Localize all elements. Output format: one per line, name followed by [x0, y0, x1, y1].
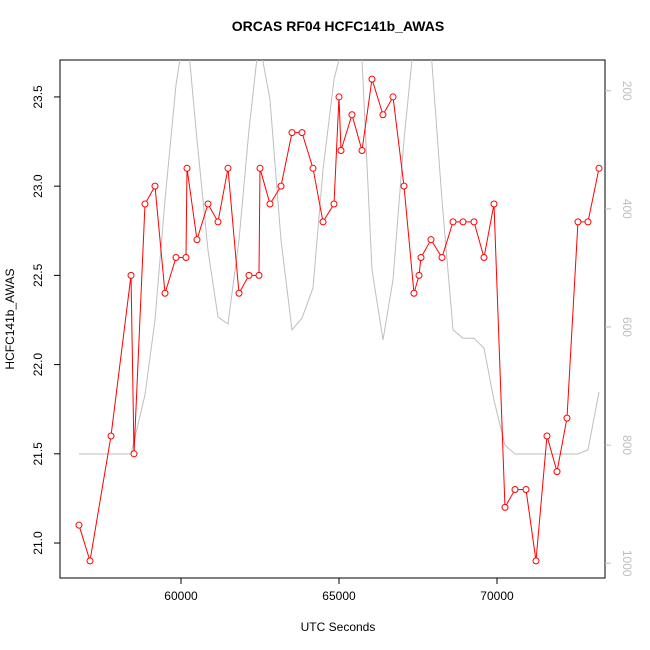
data-point	[214, 218, 222, 226]
data-point	[172, 254, 180, 262]
y-tick-label: 23.5	[31, 85, 45, 109]
data-point	[182, 254, 190, 262]
data-point	[584, 218, 592, 226]
x-tick-label: 65000	[322, 589, 356, 603]
data-point	[358, 146, 366, 154]
data-point	[595, 164, 603, 172]
data-point	[563, 414, 571, 422]
data-point	[245, 271, 253, 279]
data-point	[204, 200, 212, 208]
y-tick-label: 23.0	[31, 174, 45, 198]
data-point	[309, 164, 317, 172]
y2-tick-label: 800	[620, 435, 634, 455]
data-point	[368, 75, 376, 83]
data-point	[319, 218, 327, 226]
data-point	[335, 93, 343, 101]
data-point	[427, 236, 435, 244]
y2-tick-label: 400	[620, 199, 634, 219]
data-point	[151, 182, 159, 190]
data-point	[337, 146, 345, 154]
y-tick-label: 21.0	[31, 531, 45, 555]
x-tick-label: 60000	[164, 589, 198, 603]
data-point	[389, 93, 397, 101]
data-point	[141, 200, 149, 208]
plot-area	[75, 60, 603, 565]
data-point	[235, 289, 243, 297]
data-point	[256, 164, 264, 172]
series-line	[78, 60, 600, 455]
data-point	[490, 200, 498, 208]
y-tick-label: 22.0	[31, 353, 45, 377]
y-axis-title: HCFC141b_AWAS	[3, 268, 17, 369]
data-point	[224, 164, 232, 172]
data-point	[107, 432, 115, 440]
data-point	[400, 182, 408, 190]
data-point	[459, 218, 467, 226]
data-point	[127, 271, 135, 279]
data-point	[522, 485, 530, 493]
x-tick-label: 70000	[480, 589, 514, 603]
data-point	[574, 218, 582, 226]
data-point	[543, 432, 551, 440]
data-point	[86, 557, 94, 565]
data-point	[348, 111, 356, 119]
plot-frame	[59, 59, 606, 579]
data-point	[438, 254, 446, 262]
data-point	[379, 111, 387, 119]
data-point	[553, 468, 561, 476]
data-point	[193, 236, 201, 244]
data-point	[470, 218, 478, 226]
data-point	[415, 271, 423, 279]
data-point	[277, 182, 285, 190]
data-point	[161, 289, 169, 297]
data-point	[410, 289, 418, 297]
y2-tick-label: 200	[620, 81, 634, 101]
y-tick-label: 21.5	[31, 442, 45, 466]
data-point	[501, 503, 509, 511]
data-point	[130, 450, 138, 458]
y2-tick-label: 1000	[620, 550, 634, 577]
data-point	[330, 200, 338, 208]
data-point	[183, 164, 191, 172]
data-point	[298, 129, 306, 137]
y-tick-label: 22.5	[31, 263, 45, 287]
data-point	[449, 218, 457, 226]
x-axis-title: UTC Seconds	[301, 620, 376, 634]
data-point	[511, 485, 519, 493]
data-point	[480, 254, 488, 262]
y2-tick-label: 600	[620, 317, 634, 337]
chart-title: ORCAS RF04 HCFC141b_AWAS	[232, 18, 444, 34]
data-point	[417, 254, 425, 262]
data-point	[255, 271, 263, 279]
data-point	[75, 521, 83, 529]
data-point	[532, 557, 540, 565]
data-point	[266, 200, 274, 208]
data-point	[288, 129, 296, 137]
